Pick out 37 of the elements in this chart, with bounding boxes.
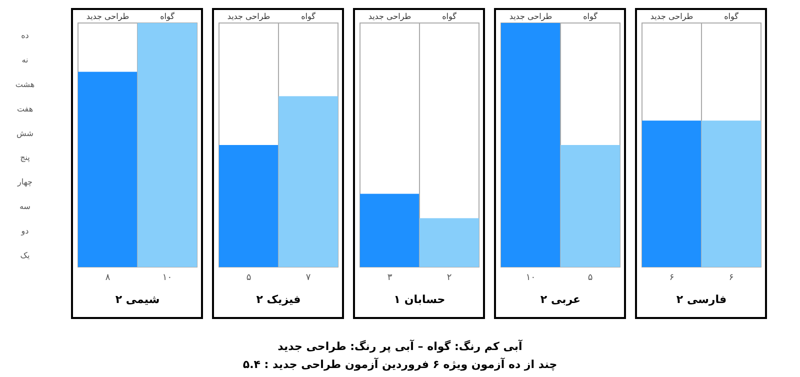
x-tick-label: طراحی جدید xyxy=(86,12,130,21)
text: عربی ۲ xyxy=(540,293,581,306)
x-tick-label: گواه xyxy=(724,11,739,21)
text: شیمی ۲ xyxy=(115,293,160,306)
data-label: ۲ xyxy=(446,273,452,283)
text: یک xyxy=(20,250,30,260)
text: ده xyxy=(21,31,30,40)
text: شش xyxy=(16,128,34,138)
text: حسابان ۱ xyxy=(394,293,446,306)
data-label: ۷ xyxy=(306,273,311,283)
x-tick-label: طراحی جدید xyxy=(227,12,270,21)
text: پنج xyxy=(20,153,30,162)
text: آبی کم رنگ: گواه – آبی پر رنگ: طراحی جدید xyxy=(278,339,523,353)
data-label: ۶ xyxy=(669,273,674,283)
text: چهار xyxy=(16,178,33,187)
x-tick-label: طراحی جدید xyxy=(368,12,412,21)
data-label: ۱۰ xyxy=(162,273,172,283)
text: هفت xyxy=(16,104,34,114)
x-tick-label: طراحی جدید xyxy=(650,12,694,21)
text: نه xyxy=(22,56,28,65)
text: هشت xyxy=(15,80,35,89)
x-tick-label: گواه xyxy=(160,11,175,21)
data-label: ۸ xyxy=(105,273,110,283)
x-tick-label: گواه xyxy=(442,11,457,21)
data-label: ۵ xyxy=(588,273,593,283)
data-label: ۵ xyxy=(246,273,252,283)
data-label: ۶ xyxy=(728,273,734,283)
text: فیزیک ۲ xyxy=(256,293,301,306)
text: دو xyxy=(20,226,30,236)
x-tick-label: گواه xyxy=(583,11,598,21)
text: سه xyxy=(20,202,31,211)
text: چند از ده آزمون ویژه ۶ فروردین آزمون طراحی جدید : ۵.۴ xyxy=(242,357,558,371)
x-tick-label: طراحی جدید xyxy=(509,12,552,21)
text: فارسی ۲ xyxy=(676,293,727,306)
x-tick-label: گواه xyxy=(301,11,316,21)
data-label: ۳ xyxy=(387,273,392,283)
data-label: ۱۰ xyxy=(526,273,536,283)
